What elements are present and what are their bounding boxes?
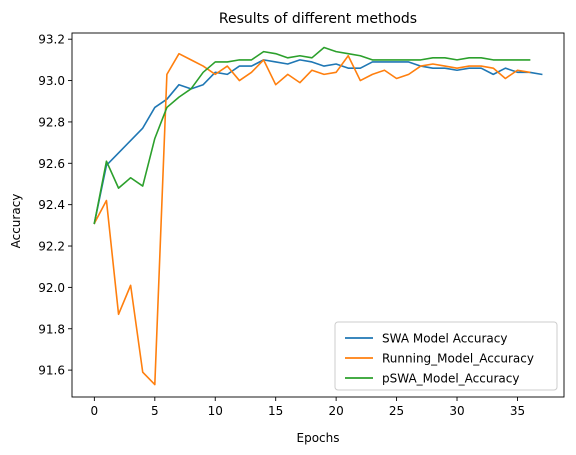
x-tick-label: 30 (449, 404, 464, 418)
x-axis-title: Epochs (297, 431, 340, 445)
y-tick-label: 93.0 (38, 74, 65, 88)
y-tick-label: 93.2 (38, 33, 65, 47)
y-tick-label: 92.8 (38, 115, 65, 129)
legend-label-1: SWA Model Accuracy (382, 332, 507, 346)
x-tick-label: 5 (151, 404, 159, 418)
y-tick-label: 91.8 (38, 322, 65, 336)
plot-area: 0 5 10 15 20 25 30 35 91.6 91.8 92.0 92.2 92.4 92.6 92… (38, 32, 565, 418)
x-tick-label: 25 (389, 404, 404, 418)
x-tick-label: 15 (268, 404, 283, 418)
legend-box (334, 321, 558, 391)
x-tick-label: 0 (91, 404, 99, 418)
y-tick-label: 92.0 (38, 281, 65, 295)
legend-label-2: Running_Model_Accuracy (382, 352, 534, 366)
y-tick-label: 92.4 (38, 198, 65, 212)
legend: SWA Model Accuracy Running_Model_Accuracy… (334, 321, 558, 391)
y-tick-label: 92.2 (38, 240, 65, 254)
x-tick-label: 10 (208, 404, 223, 418)
axes-frame (71, 32, 565, 398)
series-line-3 (93, 46, 531, 225)
legend-label-3: pSWA_Model_Accuracy (382, 372, 519, 386)
series-line-2 (93, 52, 531, 386)
x-tick-label: 20 (328, 404, 343, 418)
chart-title: Results of different methods (219, 11, 417, 27)
series-line-1 (93, 59, 543, 225)
y-tick-label: 91.6 (38, 364, 65, 378)
y-tick-label: 92.6 (38, 157, 65, 171)
y-axis-title: Accuracy (9, 194, 23, 249)
x-tick-label: 35 (510, 404, 525, 418)
